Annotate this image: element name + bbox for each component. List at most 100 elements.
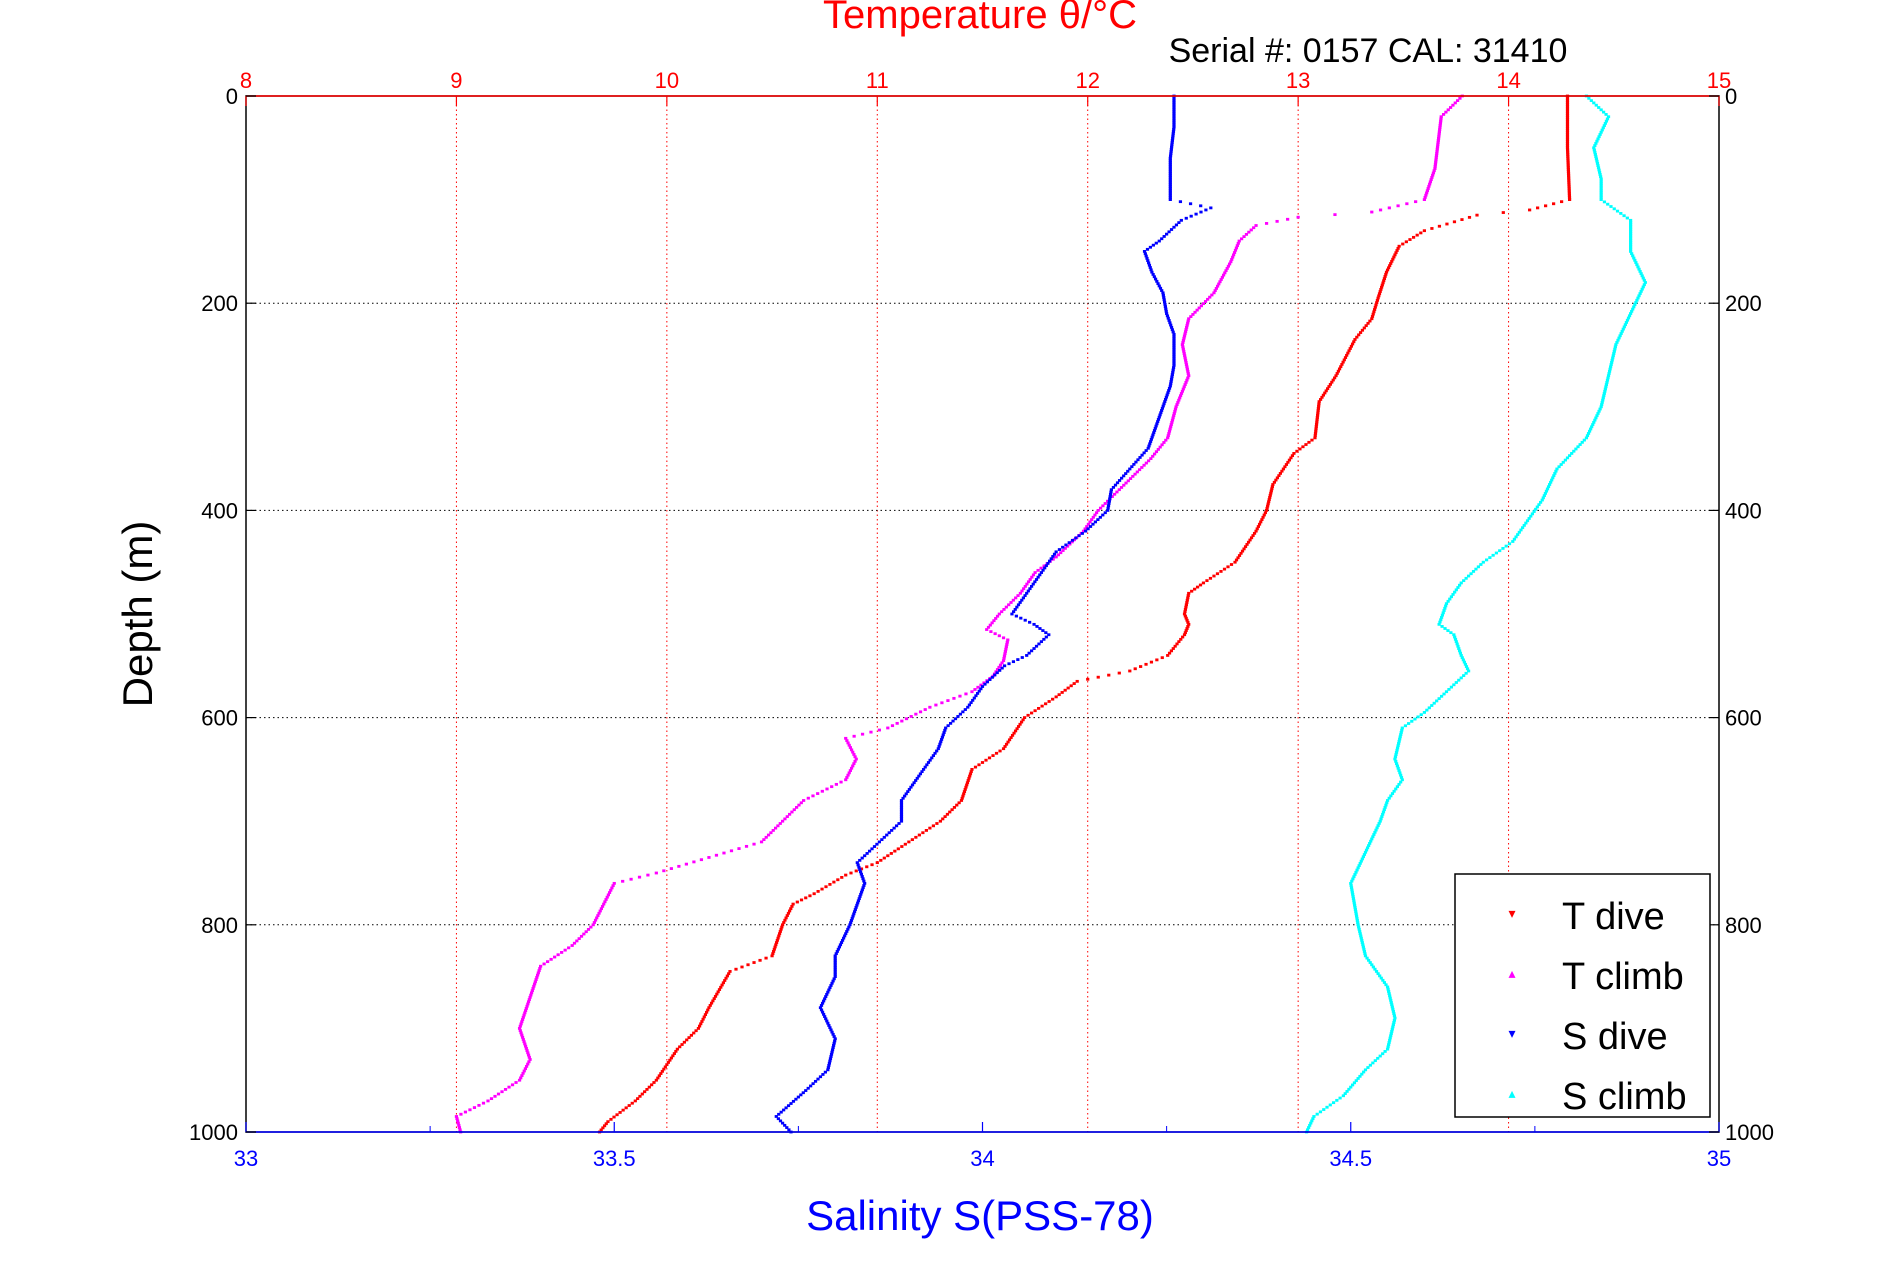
data-point [886, 726, 890, 730]
data-point [1362, 947, 1366, 951]
data-point [666, 1061, 670, 1064]
data-point [1599, 182, 1603, 185]
data-point [778, 930, 782, 933]
data-point [481, 1101, 486, 1105]
data-point [1388, 996, 1392, 1000]
data-point [1054, 555, 1058, 559]
data-point [1552, 202, 1556, 206]
data-point [1182, 349, 1186, 353]
data-point [1261, 515, 1265, 519]
data-point [1324, 389, 1328, 393]
data-point [1314, 425, 1318, 428]
data-point [958, 712, 963, 716]
data-point [821, 1073, 825, 1076]
data-point [1181, 341, 1185, 344]
data-point [952, 805, 957, 809]
data-point [1618, 334, 1622, 338]
data-point [1453, 101, 1457, 105]
data-point [549, 957, 553, 961]
data-point [1231, 255, 1235, 259]
data-point [988, 623, 992, 627]
data-point [924, 829, 928, 832]
data-point [715, 992, 719, 996]
data-point [456, 1121, 460, 1125]
data-point [979, 687, 983, 691]
data-point [1566, 167, 1570, 171]
data-point [849, 766, 854, 770]
data-point [1434, 156, 1438, 160]
data-point [826, 1068, 830, 1072]
data-point [1459, 676, 1463, 680]
data-point [1393, 253, 1397, 257]
data-point [1172, 116, 1176, 120]
data-point [1378, 1054, 1382, 1058]
data-point [1534, 507, 1538, 511]
data-point [1385, 799, 1390, 802]
data-point [1444, 602, 1449, 606]
data-point [1147, 261, 1151, 265]
data-point [1567, 185, 1571, 189]
data-point [758, 958, 762, 962]
data-point [1172, 119, 1176, 122]
data-point [1443, 606, 1447, 610]
data-point [895, 721, 899, 725]
data-point [847, 743, 851, 747]
data-point [1098, 506, 1103, 510]
data-point [1425, 708, 1429, 712]
data-point [1544, 489, 1549, 493]
data-point [1088, 520, 1092, 524]
data-point [795, 900, 799, 904]
data-point [1355, 919, 1359, 922]
data-point [1599, 193, 1603, 197]
data-point [527, 998, 531, 1001]
data-point [852, 912, 856, 916]
data-point [1566, 159, 1570, 163]
data-point [627, 1104, 631, 1107]
data-point [1224, 269, 1228, 273]
data-point [1599, 195, 1603, 199]
data-point [1594, 416, 1598, 420]
data-point [939, 738, 944, 741]
data-point [1268, 496, 1272, 499]
data-point [1180, 389, 1185, 393]
data-point [1190, 589, 1194, 593]
data-point [1154, 450, 1159, 454]
data-point [789, 1102, 793, 1105]
data-point [1168, 191, 1172, 195]
data-point [1268, 493, 1272, 497]
data-point [1164, 395, 1168, 399]
data-point [709, 1001, 714, 1005]
data-point [1189, 214, 1193, 218]
data-point [1182, 633, 1187, 637]
data-point [1386, 987, 1390, 991]
data-point [987, 756, 992, 760]
data-point [1237, 554, 1242, 557]
data-point [990, 621, 994, 625]
data-point [560, 951, 564, 954]
data-point [1416, 715, 1420, 719]
data-point [1439, 616, 1444, 619]
data-point [1004, 645, 1008, 649]
data-point [1237, 239, 1241, 243]
data-point [1387, 990, 1391, 993]
data-point [1016, 725, 1021, 728]
data-point [1574, 447, 1578, 451]
data-point [1359, 936, 1363, 940]
data-point [1184, 603, 1188, 607]
data-point [1313, 434, 1317, 438]
data-point [1235, 244, 1239, 248]
data-point [830, 1030, 834, 1034]
data-point [1037, 706, 1041, 710]
data-point [1341, 1094, 1345, 1098]
data-point [845, 930, 849, 933]
data-point [1438, 123, 1442, 127]
data-point [1380, 815, 1384, 818]
data-point [529, 991, 534, 995]
data-point [1330, 380, 1334, 384]
data-point [907, 840, 911, 844]
data-point [899, 803, 904, 807]
data-point [1434, 158, 1438, 162]
data-point [1317, 402, 1321, 406]
data-point [1155, 279, 1159, 283]
data-point [696, 1027, 701, 1030]
